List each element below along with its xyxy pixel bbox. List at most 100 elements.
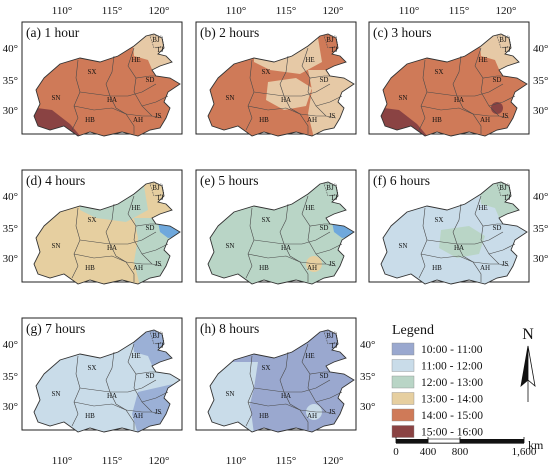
province-boundary (73, 401, 127, 411)
province-label: HA (454, 96, 464, 104)
province-boundary (245, 59, 255, 131)
province-boundary (141, 95, 169, 107)
timing-zone (439, 226, 485, 258)
scale-tick-label: 400 (420, 446, 437, 458)
region-outline (33, 33, 181, 137)
province-label: TJ (504, 194, 511, 202)
province-boundary (452, 55, 462, 97)
panel-title: (h) 8 hours (200, 321, 259, 336)
province-label: HE (305, 204, 314, 212)
province-label: AH (480, 264, 490, 272)
province-boundary (247, 253, 301, 263)
province-label: SN (52, 390, 61, 398)
province-boundary (125, 261, 152, 265)
province-label: SX (262, 68, 271, 76)
province-boundary (73, 105, 127, 115)
province-boundary (279, 351, 289, 393)
province-label: SD (493, 224, 502, 232)
province-label: SD (146, 224, 155, 232)
north-arrow-icon: N (520, 326, 536, 402)
longitude-tick-label: 120° (323, 455, 344, 467)
province-boundary (125, 409, 152, 413)
latitude-tick-label: 35° (533, 75, 548, 87)
province-label: SN (399, 242, 408, 250)
province-boundary (315, 391, 343, 403)
legend-item-label: 14:00 - 15:00 (421, 410, 483, 422)
province-label: TJ (157, 194, 164, 202)
panel-title: (b) 2 hours (200, 25, 259, 40)
longitude-tick-label: 115° (102, 5, 123, 17)
province-label: SN (226, 390, 235, 398)
province-boundary (247, 401, 301, 411)
province-label: HE (305, 352, 314, 360)
region-fill (381, 34, 527, 136)
province-boundary (79, 379, 157, 393)
legend: Legend 10:00 - 11:00 11:00 - 12:00 12:00 - … (391, 323, 544, 458)
latitude-tick-label: 40° (360, 339, 375, 351)
province-label: SX (88, 364, 97, 372)
province-label: HA (281, 96, 291, 104)
province-label: TJ (157, 46, 164, 54)
province-label: HE (478, 204, 487, 212)
province-boundary (418, 207, 428, 279)
province-label: AH (307, 116, 317, 124)
latitude-tick-label: 40° (3, 191, 18, 203)
latitude-tick-label: 40° (3, 43, 18, 55)
map-panel: BJ TJ HE SX SD SN HA HB AH JS (f) 6 hours (368, 169, 530, 285)
province-boundary (71, 207, 81, 279)
legend-item-label: 13:00 - 14:00 (421, 394, 483, 406)
latitude-tick-label: 40° (3, 339, 18, 351)
province-label: JS (155, 260, 162, 268)
province-label: AH (133, 412, 143, 420)
province-label: SN (226, 94, 235, 102)
region-outline (207, 181, 355, 285)
legend-swatch (391, 408, 415, 422)
province-label: JS (502, 112, 509, 120)
province-boundary (245, 355, 255, 427)
timing-zone (266, 78, 312, 110)
province-label: AH (133, 116, 143, 124)
scale-tick-label: 0 (393, 446, 399, 458)
province-label: SX (88, 68, 97, 76)
latitude-tick-label: 40° (533, 43, 548, 55)
longitude-tick-label: 110° (399, 5, 420, 17)
province-boundary (315, 95, 343, 107)
province-boundary (472, 261, 499, 265)
province-label: HE (305, 56, 314, 64)
province-boundary (426, 231, 504, 245)
province-label: AH (307, 264, 317, 272)
longitude-tick-label: 120° (149, 455, 170, 467)
map-panel: BJ TJ HE SX SD SN HA HB AH JS (e) 5 hours (195, 169, 357, 285)
region-outline (380, 33, 528, 137)
province-boundary (79, 83, 157, 97)
province-boundary (488, 243, 516, 255)
province-boundary (279, 55, 289, 97)
province-boundary (253, 231, 331, 245)
province-label: AH (307, 412, 317, 420)
province-boundary (79, 231, 157, 245)
region-outline (207, 33, 355, 137)
province-boundary (472, 113, 499, 117)
longitude-tick-label: 120° (149, 5, 170, 17)
latitude-tick-label: 35° (360, 371, 375, 383)
province-label: HE (131, 56, 140, 64)
latitude-tick-label: 30° (3, 401, 18, 413)
legend-swatch (391, 425, 415, 438)
province-label: TJ (157, 342, 164, 350)
province-label: HA (107, 392, 117, 400)
province-label: SD (493, 76, 502, 84)
latitude-tick-label: 35° (3, 371, 18, 383)
province-label: JS (329, 112, 336, 120)
province-label: SN (399, 94, 408, 102)
province-boundary (105, 203, 115, 245)
scale-tick-label: 800 (452, 446, 469, 458)
province-boundary (141, 391, 169, 403)
region-fill (34, 34, 180, 136)
longitude-tick-label: 110° (52, 455, 73, 467)
panel-title: (a) 1 hour (26, 25, 80, 40)
longitude-tick-label: 120° (496, 5, 517, 17)
map-panel: BJ TJ HE SX SD SN HA HB AH JS (d) 4 hours (21, 169, 183, 285)
province-label: TJ (504, 46, 511, 54)
legend-swatch (391, 375, 415, 389)
legend-swatch (391, 342, 415, 356)
